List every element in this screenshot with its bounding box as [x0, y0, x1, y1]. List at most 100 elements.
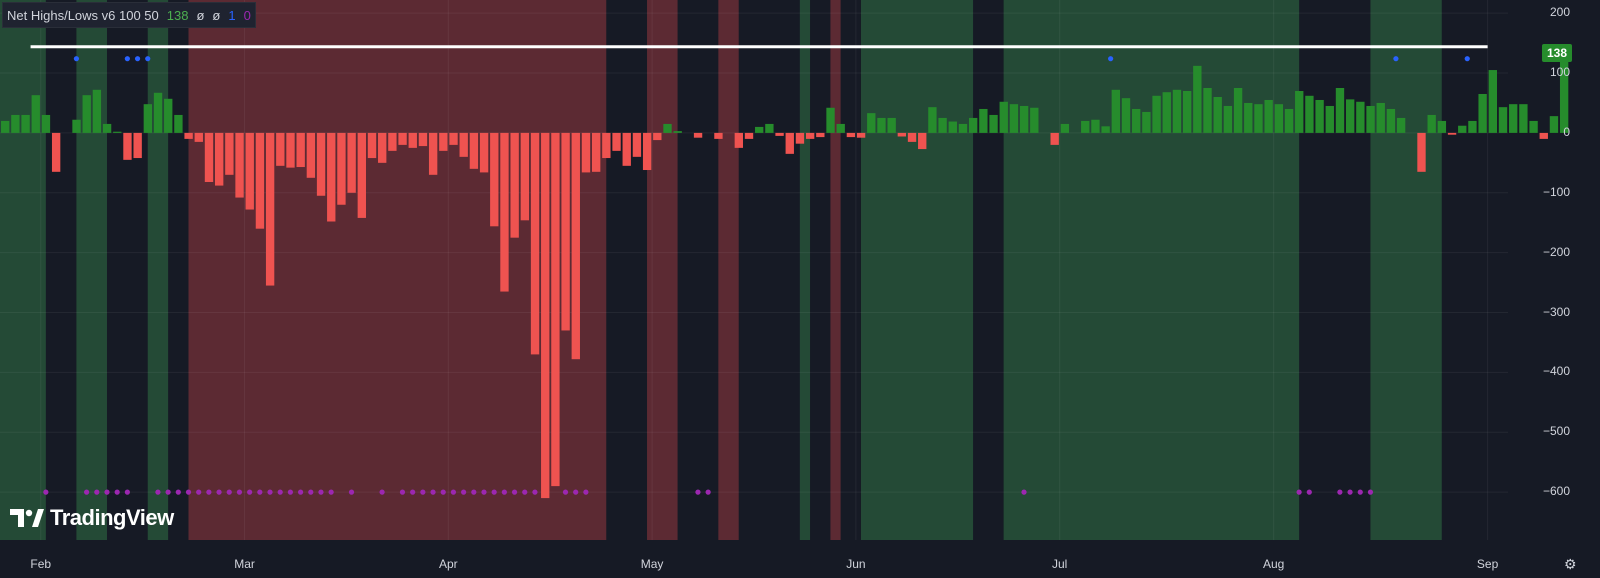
purple-signal-dot [420, 489, 426, 495]
purple-signal-dot [348, 489, 355, 495]
negative-bar [918, 132, 927, 150]
positive-bar [999, 101, 1008, 133]
positive-bar [1427, 114, 1436, 133]
negative-bar [785, 132, 794, 154]
green-zone [76, 0, 107, 540]
indicator-value-net: 138 [166, 7, 189, 23]
x-tick-label: Jun [846, 557, 866, 571]
purple-signal-dot [511, 489, 518, 495]
negative-bar [612, 132, 621, 151]
negative-bar [500, 132, 509, 292]
positive-bar [1111, 89, 1120, 133]
purple-signal-dot [287, 489, 293, 495]
positive-bar [1233, 88, 1243, 133]
positive-bar [1356, 101, 1365, 133]
positive-bar [663, 123, 672, 133]
x-tick-label: Apr [438, 557, 458, 571]
dot-layer [43, 56, 1470, 495]
indicator-legend[interactable]: Net Highs/Lows v6 100 50 138 ø ø 1 0 [2, 2, 256, 28]
negative-bar [734, 132, 743, 148]
green-zone [0, 0, 46, 540]
negative-bar [378, 132, 387, 163]
indicator-value-3: ø [212, 7, 221, 23]
negative-bar [1417, 132, 1426, 172]
negative-bar [846, 132, 856, 138]
y-tick-label: −200 [1542, 244, 1570, 259]
purple-signal-dot [1296, 489, 1302, 495]
positive-bar [1081, 120, 1090, 133]
positive-bar [1345, 99, 1355, 133]
x-tick-label: Sep [1476, 557, 1499, 571]
purple-signal-dot [236, 489, 243, 495]
negative-bar [51, 132, 61, 172]
purple-signal-dot [1306, 489, 1312, 495]
negative-bar [490, 132, 499, 227]
positive-bar [1264, 99, 1273, 133]
negative-bar [327, 132, 336, 222]
positive-bar [1254, 104, 1263, 133]
positive-bar [1529, 120, 1538, 133]
purple-signal-dot [430, 489, 436, 495]
purple-signal-dot [104, 489, 110, 495]
purple-signal-dot [481, 489, 487, 495]
blue-signal-dot [1393, 56, 1399, 62]
negative-bar [337, 132, 346, 205]
red-zone [718, 0, 739, 540]
positive-bar [1030, 107, 1039, 133]
positive-bar [92, 89, 102, 133]
last-value-badge: 138 [1542, 44, 1572, 62]
purple-signal-dot [573, 489, 579, 495]
blue-signal-dot [134, 56, 141, 62]
positive-bar [1396, 117, 1406, 133]
negative-bar [398, 132, 407, 145]
purple-signal-dot [379, 489, 385, 495]
bar-layer [1, 50, 1569, 499]
negative-bar [225, 132, 234, 175]
purple-signal-dot [155, 489, 161, 495]
indicator-name: Net Highs/Lows v6 100 50 [7, 7, 159, 23]
purple-signal-dot [318, 489, 324, 495]
negative-bar [602, 132, 611, 159]
negative-bar [693, 132, 703, 138]
positive-bar [948, 121, 957, 133]
negative-bar [347, 132, 356, 193]
positive-bar [164, 98, 173, 133]
negative-bar [856, 132, 866, 138]
purple-signal-dot [267, 489, 273, 495]
purple-signal-dot [84, 489, 90, 495]
gear-icon[interactable]: ⚙ [1564, 556, 1577, 572]
positive-bar [1458, 125, 1467, 133]
positive-bar [82, 95, 91, 133]
positive-bar [1295, 90, 1304, 133]
positive-bar [1, 120, 10, 133]
purple-signal-dot [206, 489, 212, 495]
positive-bar [1091, 119, 1100, 133]
purple-signal-dot [583, 489, 589, 495]
purple-signal-dot [450, 489, 457, 495]
purple-signal-dot [114, 489, 120, 495]
purple-signal-dot [695, 489, 701, 495]
purple-signal-dot [328, 489, 334, 495]
negative-bar [642, 132, 652, 171]
negative-bar [286, 132, 295, 168]
positive-bar [928, 107, 937, 133]
positive-bar [143, 104, 153, 133]
positive-bar [1386, 108, 1396, 133]
positive-bar [826, 107, 835, 133]
purple-signal-dot [440, 489, 446, 495]
positive-bar [1437, 120, 1447, 133]
purple-signal-dot [175, 489, 181, 495]
positive-bar [31, 95, 40, 133]
purple-signal-dot [471, 489, 477, 495]
x-tick-label: Mar [234, 557, 255, 571]
positive-bar [867, 113, 876, 133]
positive-bar [836, 123, 845, 133]
positive-bar [1132, 108, 1141, 133]
negative-bar [316, 132, 326, 196]
tradingview-logo[interactable]: TradingView [10, 505, 174, 531]
negative-bar [541, 132, 550, 499]
x-tick-label: Feb [30, 557, 52, 571]
negative-bar [123, 132, 132, 160]
purple-signal-dot [196, 489, 202, 495]
